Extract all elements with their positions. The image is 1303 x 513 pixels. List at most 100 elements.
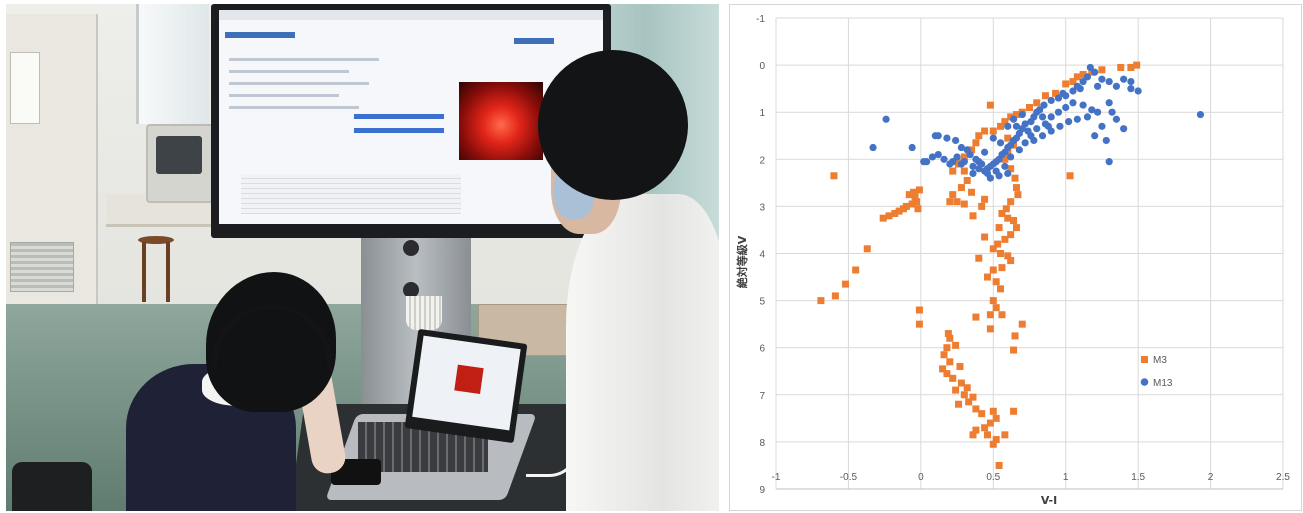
y-axis-ticks: -1 0 1 2 3 4 5 6 7 8 9 [756,14,765,496]
point-m3 [908,200,916,208]
large-display [211,4,611,238]
point-m3 [885,212,893,220]
x-axis-ticks: -1 -0.5 0 0.5 1 1.5 2 2.5 [772,472,1291,483]
point-m13 [1040,101,1048,109]
point-m3 [960,153,968,161]
point-m3 [997,122,1005,130]
point-m3 [968,146,976,154]
point-m13 [1098,75,1106,83]
point-m13 [1047,96,1055,105]
point-m13 [1091,68,1099,76]
point-m3 [831,292,839,300]
point-m3 [1127,63,1135,71]
point-m13 [989,134,997,142]
point-m3 [986,419,994,427]
point-m3 [911,193,919,201]
point-m3 [992,304,1000,312]
point-m3 [949,191,957,199]
chair [12,462,92,511]
point-m3 [830,172,838,180]
point-m13 [1069,99,1077,107]
point-m13 [953,153,961,161]
point-m3 [960,391,968,399]
point-m3 [995,224,1003,232]
point-m13 [1001,162,1009,170]
chart-points [817,61,1205,469]
point-m3 [972,405,980,413]
old-monitor [146,124,220,203]
point-m3 [1010,346,1018,354]
point-m13 [1047,113,1055,121]
point-m3 [946,358,954,366]
point-m13 [1086,63,1094,72]
point-m3 [1001,431,1009,439]
point-m3 [992,414,1000,422]
point-m3 [946,334,954,342]
point-m13 [986,174,994,182]
point-m3 [1018,320,1026,328]
point-m13 [1004,169,1012,178]
point-m13 [1062,103,1070,112]
point-m3 [989,127,997,135]
point-m13 [1027,118,1035,126]
point-m3 [1001,118,1009,126]
x-axis-title: V-I [1041,494,1057,507]
point-m3 [852,266,860,274]
student-standing-body [566,194,719,511]
point-m13 [1196,110,1205,119]
point-m3 [978,410,986,418]
point-m3 [969,212,977,220]
point-m13 [1079,77,1087,86]
point-m3 [1011,174,1019,182]
point-m3 [1007,165,1015,173]
point-m13 [969,169,977,178]
point-m3 [914,205,922,213]
point-m3 [944,330,952,338]
point-m13 [1083,73,1092,81]
point-m3 [989,297,997,305]
point-m3 [1052,89,1060,97]
point-m13 [1083,113,1092,121]
point-m13 [1027,132,1035,140]
point-m3 [968,188,976,196]
point-m3 [1033,99,1041,107]
legend-m3-label: M3 [1153,355,1167,366]
legend-m13-marker [1140,378,1149,386]
point-m13 [1073,115,1081,123]
point-m13 [1079,101,1087,109]
x-tick-label: 0.5 [986,472,1000,483]
point-m3 [1026,103,1033,111]
point-m3 [957,184,965,192]
point-m3 [986,101,994,109]
point-m13 [1065,118,1073,126]
point-m3 [879,214,887,222]
point-m3 [943,344,951,352]
point-m3 [952,386,960,394]
point-m3 [1117,63,1125,71]
student-standing-head [538,50,688,200]
point-m3 [1001,155,1009,163]
point-m13 [934,132,942,140]
point-m3 [1012,224,1020,232]
point-m13 [957,160,966,168]
point-m13 [1062,92,1070,100]
point-m3 [817,297,825,305]
point-m3 [915,186,923,194]
basket [406,296,442,330]
point-m3 [989,440,997,448]
point-m3 [986,311,994,319]
point-m3 [952,341,960,349]
window [136,4,209,124]
point-m13 [1038,113,1047,121]
y-tick-label: -1 [756,14,765,25]
y-tick-label: 0 [759,61,765,72]
point-m3 [1007,198,1015,206]
point-m3 [998,264,1006,272]
point-m3 [983,431,991,439]
point-m13 [1069,87,1077,95]
point-m3 [949,167,957,175]
point-m3 [960,200,968,208]
point-m13 [1105,99,1113,107]
y-tick-label: 9 [759,485,765,496]
point-m3 [842,280,850,288]
